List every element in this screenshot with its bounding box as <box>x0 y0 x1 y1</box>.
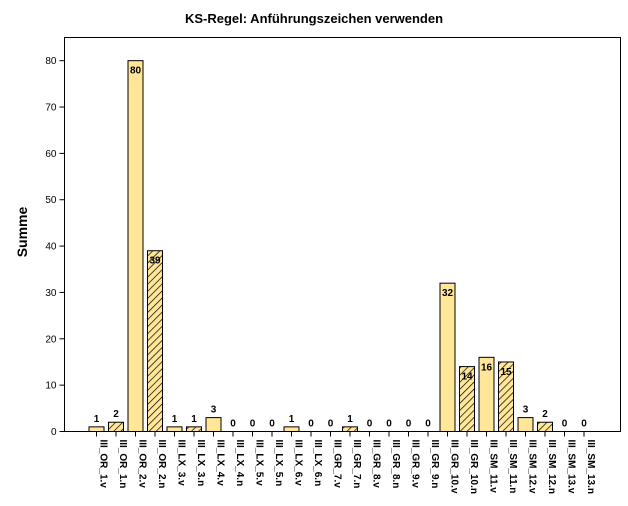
y-tick-label: 0 <box>51 427 57 438</box>
bar <box>88 426 105 433</box>
x-tick-label: III_OR_2.v <box>137 440 148 489</box>
y-tick-label: 70 <box>45 103 57 114</box>
bar <box>127 60 144 432</box>
x-tick-label: III_SM_12.n <box>546 440 557 494</box>
x-tick-label: III_SM_13.v <box>566 440 577 494</box>
bar <box>537 421 553 432</box>
data-label: 3 <box>523 405 529 416</box>
y-tick-label: 60 <box>45 149 57 160</box>
x-tick-label: III_LX_4.n <box>234 440 245 487</box>
bar <box>205 417 222 432</box>
x-tick-label: III_GR_10.v <box>449 440 460 494</box>
chart-title: KS-Regel: Anführungszeichen verwenden <box>185 11 443 26</box>
bar <box>342 426 358 433</box>
data-label: 15 <box>500 367 512 378</box>
data-label: 1 <box>94 414 100 425</box>
plot-frame <box>64 37 621 432</box>
data-label: 1 <box>289 414 295 425</box>
bar <box>283 426 300 433</box>
x-tick-label: III_LX_3.v <box>176 440 187 487</box>
x-tick-label: III_SM_11.v <box>488 440 499 494</box>
y-axis: 0 10 20 30 40 50 60 70 80 <box>45 56 65 438</box>
y-tick-label: 30 <box>45 288 57 299</box>
x-tick-label: III_OR_1.v <box>98 440 109 489</box>
data-label: 1 <box>347 414 353 425</box>
data-label: 0 <box>328 419 334 430</box>
bars <box>88 60 553 433</box>
data-label: 3 <box>211 405 217 416</box>
x-tick-label: III_GR_8.n <box>390 440 401 489</box>
x-axis: III_OR_1.v III_OR_1.n III_OR_2.v III_OR_2.n… <box>96 431 596 494</box>
bar <box>517 417 534 432</box>
data-label: 2 <box>542 409 548 420</box>
x-tick-label: III_LX_3.n <box>195 440 206 487</box>
y-tick-label: 10 <box>45 381 57 392</box>
y-tick-label: 40 <box>45 242 57 253</box>
data-label: 1 <box>191 414 197 425</box>
data-label: 14 <box>461 372 473 383</box>
data-label: 0 <box>581 419 587 430</box>
data-label: 39 <box>149 256 161 267</box>
data-label: 0 <box>562 419 568 430</box>
x-tick-label: III_GR_7.v <box>332 440 343 489</box>
bar <box>108 421 124 432</box>
y-axis-label: Summe <box>14 207 30 258</box>
x-tick-label: III_OR_1.n <box>117 440 128 489</box>
data-label: 0 <box>386 419 392 430</box>
x-tick-label: III_GR_10.n <box>468 440 479 494</box>
x-tick-label: III_GR_8.v <box>371 440 382 489</box>
x-tick-label: III_LX_4.v <box>215 440 226 487</box>
data-label: 0 <box>367 419 373 430</box>
x-tick-label: III_SM_11.n <box>507 440 518 494</box>
bar <box>186 426 202 433</box>
x-tick-label: III_SM_12.v <box>527 440 538 494</box>
x-tick-label: III_LX_6.n <box>312 440 323 487</box>
data-label: 2 <box>113 409 119 420</box>
data-label: 0 <box>425 419 431 430</box>
bar <box>147 250 163 432</box>
data-label: 0 <box>406 419 412 430</box>
x-tick-label: III_SM_13.n <box>585 440 596 494</box>
x-tick-label: III_LX_6.v <box>293 440 304 487</box>
x-tick-label: III_LX_5.v <box>254 440 265 487</box>
data-label: 0 <box>308 419 314 430</box>
data-label: 0 <box>269 419 275 430</box>
y-tick-label: 80 <box>45 56 57 67</box>
x-tick-label: III_LX_5.n <box>273 440 284 487</box>
x-tick-label: III_GR_9.v <box>410 440 421 489</box>
x-tick-label: III_GR_9.n <box>429 440 440 489</box>
bar <box>166 426 183 433</box>
y-tick-label: 20 <box>45 334 57 345</box>
data-label: 32 <box>442 288 454 299</box>
data-label: 80 <box>130 66 142 77</box>
data-label: 1 <box>172 414 178 425</box>
y-tick-label: 50 <box>45 195 57 206</box>
data-label: 0 <box>230 419 236 430</box>
bar <box>439 282 456 432</box>
data-label: 0 <box>250 419 256 430</box>
x-tick-label: III_OR_2.n <box>156 440 167 489</box>
data-label: 16 <box>481 362 493 373</box>
x-tick-label: III_GR_7.n <box>351 440 362 489</box>
